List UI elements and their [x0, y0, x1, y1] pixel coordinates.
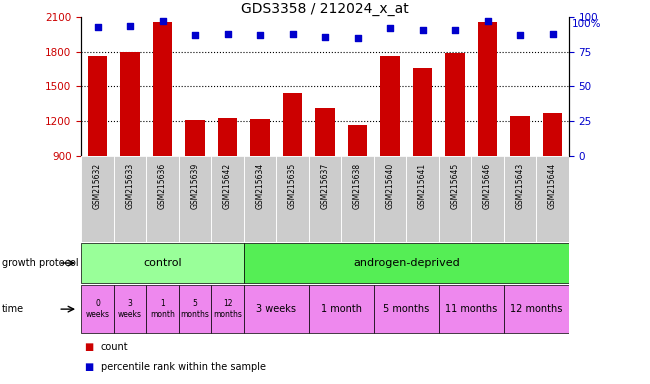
Bar: [471, 156, 504, 242]
Bar: [153, 22, 172, 156]
Text: 0
weeks: 0 weeks: [86, 300, 109, 319]
Bar: [81, 285, 114, 333]
Point: [320, 33, 330, 40]
Bar: [114, 156, 146, 242]
Point: [547, 31, 558, 37]
Bar: [504, 156, 536, 242]
Bar: [543, 113, 562, 156]
Bar: [504, 285, 569, 333]
Bar: [244, 285, 309, 333]
Text: 1
month: 1 month: [150, 300, 175, 319]
Point: [125, 23, 135, 29]
Bar: [179, 285, 211, 333]
Text: GSM215645: GSM215645: [450, 162, 460, 209]
Bar: [120, 52, 140, 156]
Bar: [81, 156, 114, 242]
Bar: [185, 121, 205, 156]
Text: 5 months: 5 months: [383, 304, 430, 314]
Bar: [146, 156, 179, 242]
Bar: [374, 156, 406, 242]
Text: GSM215646: GSM215646: [483, 162, 492, 209]
Text: time: time: [2, 304, 24, 314]
Title: GDS3358 / 212024_x_at: GDS3358 / 212024_x_at: [241, 2, 409, 16]
Bar: [445, 53, 465, 156]
Text: GSM215641: GSM215641: [418, 162, 427, 209]
Text: ■: ■: [84, 362, 94, 372]
Bar: [380, 56, 400, 156]
Bar: [413, 68, 432, 156]
Bar: [244, 156, 276, 242]
Text: GSM215636: GSM215636: [158, 162, 167, 209]
Point: [255, 32, 265, 38]
Point: [287, 31, 298, 37]
Text: GSM215639: GSM215639: [190, 162, 200, 209]
Text: 3
weeks: 3 weeks: [118, 300, 142, 319]
Text: GSM215638: GSM215638: [353, 162, 362, 209]
Text: 5
months: 5 months: [181, 300, 209, 319]
Bar: [348, 125, 367, 156]
Bar: [283, 93, 302, 156]
Bar: [146, 285, 179, 333]
Bar: [510, 116, 530, 156]
Bar: [276, 156, 309, 242]
Text: growth protocol: growth protocol: [2, 258, 79, 268]
Bar: [374, 285, 439, 333]
Text: 11 months: 11 months: [445, 304, 497, 314]
Bar: [309, 156, 341, 242]
Bar: [250, 119, 270, 156]
Point: [190, 32, 200, 38]
Bar: [114, 285, 146, 333]
Text: GSM215633: GSM215633: [125, 162, 135, 209]
Text: GSM215634: GSM215634: [255, 162, 265, 209]
Text: GSM215632: GSM215632: [93, 162, 102, 209]
Text: GSM215637: GSM215637: [320, 162, 330, 209]
Text: 100%: 100%: [572, 19, 601, 29]
Point: [92, 24, 103, 30]
Text: count: count: [101, 342, 129, 352]
Bar: [309, 285, 374, 333]
Point: [222, 31, 233, 37]
Text: GSM215642: GSM215642: [223, 162, 232, 209]
Text: ■: ■: [84, 342, 94, 352]
Bar: [88, 56, 107, 156]
Point: [450, 26, 460, 33]
Text: GSM215635: GSM215635: [288, 162, 297, 209]
Text: control: control: [143, 258, 182, 268]
Text: androgen-deprived: androgen-deprived: [353, 258, 460, 268]
Bar: [211, 156, 244, 242]
Bar: [439, 156, 471, 242]
Point: [515, 32, 525, 38]
Point: [482, 18, 493, 25]
Point: [385, 25, 395, 31]
Text: 3 weeks: 3 weeks: [256, 304, 296, 314]
Text: 12
months: 12 months: [213, 300, 242, 319]
Bar: [218, 118, 237, 156]
Bar: [439, 285, 504, 333]
Bar: [341, 156, 374, 242]
Bar: [81, 243, 244, 283]
Point: [352, 35, 363, 41]
Bar: [315, 108, 335, 156]
Text: GSM215644: GSM215644: [548, 162, 557, 209]
Bar: [211, 285, 244, 333]
Bar: [244, 243, 569, 283]
Point: [157, 18, 168, 25]
Bar: [478, 22, 497, 156]
Point: [417, 26, 428, 33]
Bar: [179, 156, 211, 242]
Text: percentile rank within the sample: percentile rank within the sample: [101, 362, 266, 372]
Text: 12 months: 12 months: [510, 304, 562, 314]
Text: 1 month: 1 month: [320, 304, 362, 314]
Text: GSM215640: GSM215640: [385, 162, 395, 209]
Bar: [406, 156, 439, 242]
Text: GSM215643: GSM215643: [515, 162, 525, 209]
Bar: [536, 156, 569, 242]
